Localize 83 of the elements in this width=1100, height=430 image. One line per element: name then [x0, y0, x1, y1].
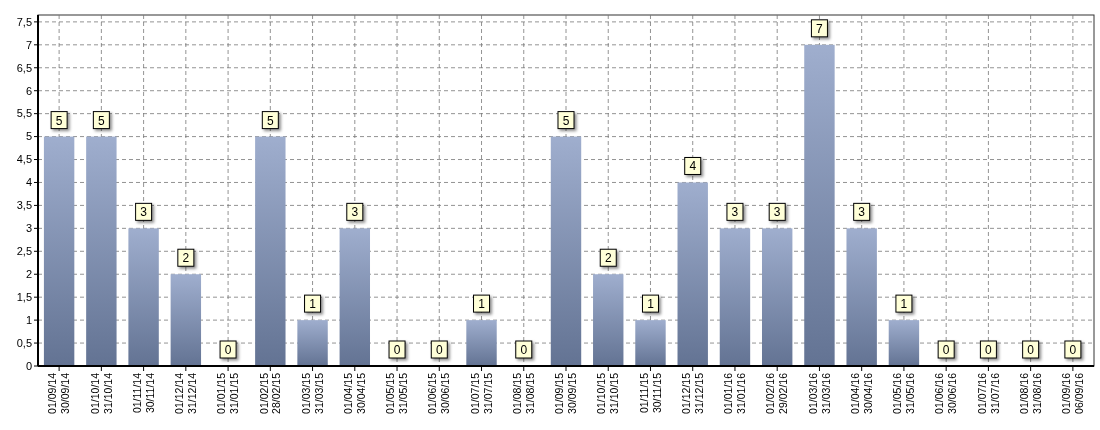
- data-label: 4: [689, 159, 697, 174]
- bar: [719, 228, 751, 366]
- y-tick-label: 1: [25, 313, 32, 326]
- data-label: 3: [351, 205, 359, 220]
- y-tick-label: 4,5: [16, 153, 32, 166]
- x-tick-label: 01/01/16 31/01/16: [722, 372, 748, 414]
- x-tick-label: 01/09/14 30/09/14: [46, 372, 72, 414]
- y-tick-label: 1,5: [16, 291, 32, 304]
- x-tick-label: 01/03/15 31/03/15: [299, 372, 325, 414]
- bar: [550, 136, 582, 366]
- data-label: 7: [816, 21, 824, 36]
- y-tick-label: 7: [25, 38, 32, 51]
- bar: [255, 136, 286, 366]
- x-tick-label: 01/07/16 31/07/16: [975, 372, 1001, 414]
- y-tick-label: 5,5: [16, 107, 32, 120]
- data-label: 0: [1069, 343, 1077, 357]
- bar: [888, 320, 920, 366]
- y-tick-label: 2: [25, 268, 32, 281]
- bar: [635, 320, 666, 366]
- data-label: 0: [520, 343, 528, 357]
- x-tick-label: 01/11/15 30/11/15: [637, 372, 663, 414]
- bar: [128, 228, 159, 366]
- x-tick-label: 01/07/15 31/07/15: [468, 372, 494, 414]
- data-label: 0: [435, 343, 443, 357]
- data-label: 1: [478, 297, 486, 312]
- bar: [761, 228, 793, 366]
- data-label: 2: [604, 251, 612, 266]
- bar: [466, 320, 497, 366]
- data-label: 3: [858, 205, 866, 220]
- data-label: 0: [1027, 343, 1035, 357]
- x-tick-label: 01/02/16 29/02/16: [764, 372, 790, 414]
- y-tick-label: 7,5: [16, 15, 32, 28]
- bar: [339, 228, 371, 366]
- x-tick-label: 01/11/14 30/11/14: [130, 372, 156, 414]
- x-tick-label: 01/09/16 06/09/16: [1060, 372, 1086, 414]
- y-tick-label: 6: [25, 84, 32, 97]
- y-tick-label: 0: [25, 359, 32, 372]
- x-tick-label: 01/09/15 30/09/15: [553, 372, 579, 414]
- bar: [170, 274, 202, 366]
- bar: [804, 44, 835, 366]
- x-tick-label: 01/08/16 31/08/16: [1017, 372, 1043, 414]
- data-label: 1: [900, 297, 908, 312]
- bar: [846, 228, 877, 366]
- data-label: 2: [182, 251, 190, 266]
- data-label: 5: [562, 113, 570, 128]
- data-label: 1: [647, 297, 655, 312]
- data-label: 0: [393, 343, 401, 357]
- x-tick-label: 01/05/15 31/05/15: [384, 372, 410, 414]
- data-label: 0: [224, 343, 232, 357]
- x-tick-label: 01/03/16 31/03/16: [806, 372, 832, 414]
- x-tick-label: 01/04/16 30/04/16: [848, 372, 874, 414]
- data-label: 5: [98, 113, 106, 128]
- x-tick-label: 01/10/15 31/10/15: [595, 372, 621, 414]
- bar: [593, 274, 624, 366]
- x-tick-label: 01/02/15 28/02/15: [257, 372, 283, 414]
- x-tick-label: 01/12/15 31/12/15: [679, 372, 705, 414]
- y-tick-label: 0,5: [16, 336, 32, 349]
- y-tick-label: 2,5: [16, 245, 32, 258]
- x-tick-label: 01/08/15 31/08/15: [510, 372, 536, 414]
- x-tick-label: 01/10/14 31/10/14: [88, 372, 114, 414]
- bar: [297, 320, 328, 366]
- data-label: 0: [942, 343, 950, 357]
- bar: [86, 136, 117, 366]
- x-tick-label: 01/05/16 31/05/16: [891, 372, 917, 414]
- y-tick-label: 6,5: [16, 61, 32, 74]
- bar: [43, 136, 75, 366]
- data-label: 1: [309, 297, 317, 312]
- data-label: 5: [55, 113, 63, 128]
- data-label: 3: [731, 205, 739, 220]
- x-tick-label: 01/06/15 30/06/15: [426, 372, 452, 414]
- y-tick-label: 5: [25, 130, 32, 143]
- x-tick-label: 01/06/16 30/06/16: [933, 372, 959, 414]
- bar: [677, 182, 708, 366]
- data-label: 0: [985, 343, 993, 357]
- y-tick-label: 3,5: [16, 199, 32, 212]
- data-label: 3: [773, 205, 781, 220]
- data-label: 3: [140, 205, 148, 220]
- y-tick-label: 4: [25, 176, 32, 189]
- x-tick-label: 01/04/15 30/04/15: [341, 372, 367, 414]
- y-tick-label: 3: [25, 222, 32, 235]
- x-tick-label: 01/01/15 31/01/15: [215, 372, 241, 414]
- data-label: 5: [266, 113, 274, 128]
- x-tick-label: 01/12/14 31/12/14: [173, 372, 199, 414]
